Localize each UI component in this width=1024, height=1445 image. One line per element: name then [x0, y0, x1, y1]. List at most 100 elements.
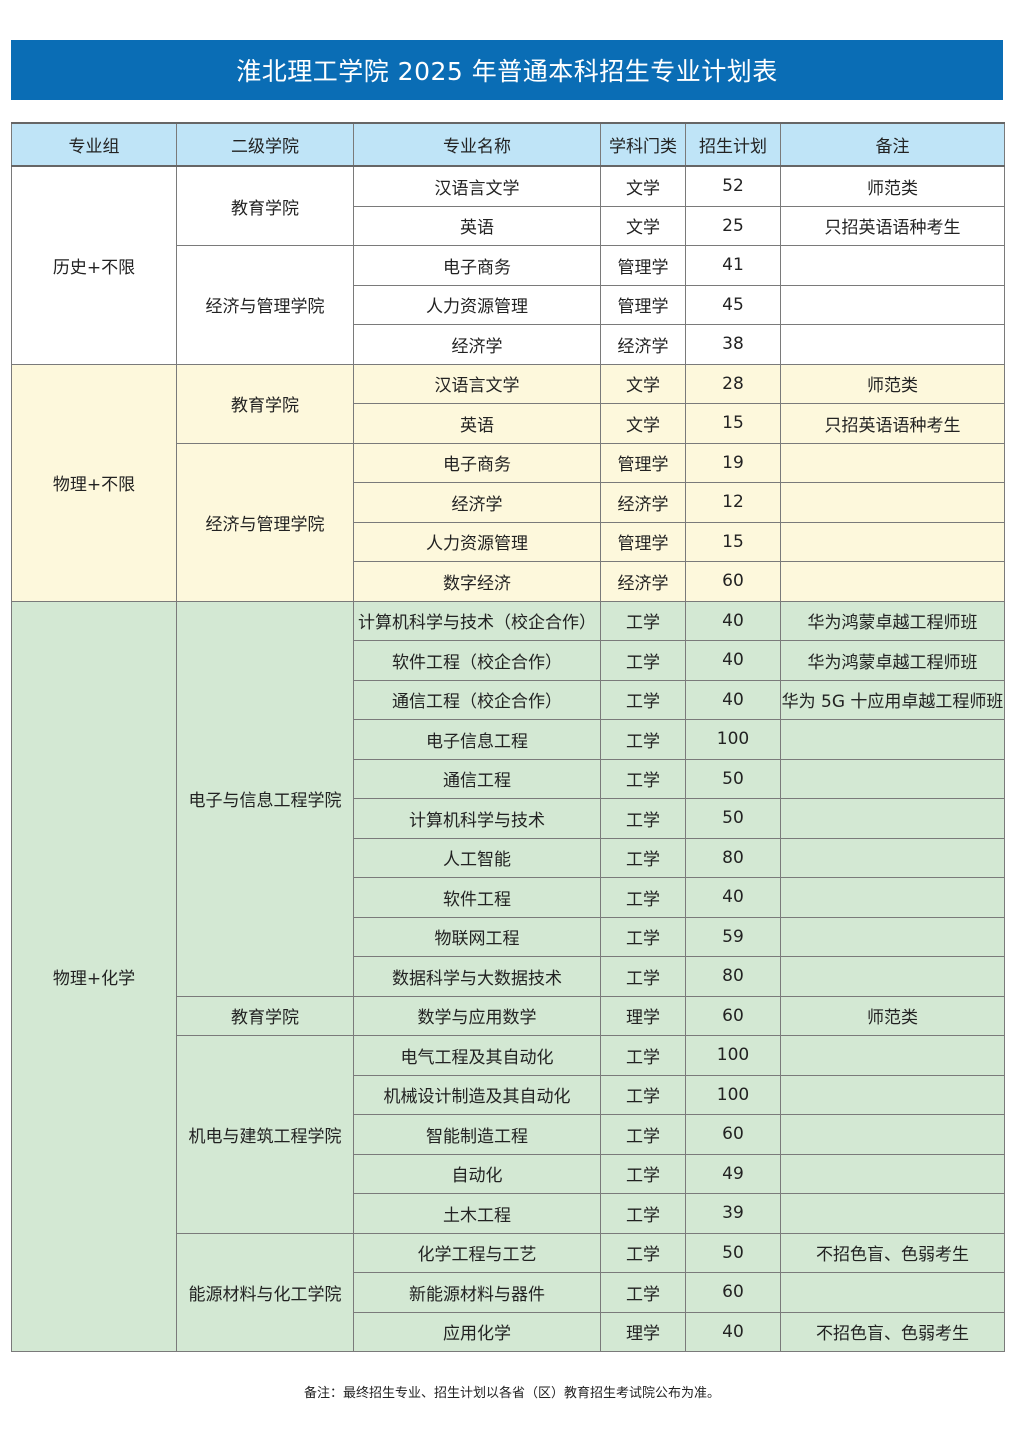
- subject-category: 文学: [600, 363, 686, 404]
- table-row: 物理+不限 教育学院 汉语言文学 文学 28 师范类: [11, 363, 1005, 602]
- college-cell: 能源材料与化工学院: [176, 1232, 354, 1352]
- major-name: 化学工程与工艺: [353, 1232, 601, 1273]
- header-major: 专业名称: [353, 122, 601, 167]
- enrollment-plan: 60: [685, 995, 781, 1036]
- major-name: 经济学: [353, 324, 601, 365]
- subject-category: 管理学: [600, 442, 686, 483]
- header-category: 学科门类: [600, 122, 686, 167]
- table-row: 人力资源管理 管理学 15: [11, 521, 1005, 562]
- major-name: 人力资源管理: [353, 521, 601, 562]
- enrollment-plan: 40: [685, 679, 781, 720]
- subject-category: 工学: [600, 719, 686, 760]
- subject-category: 工学: [600, 1114, 686, 1155]
- major-name: 新能源材料与器件: [353, 1272, 601, 1313]
- enrollment-plan: 40: [685, 640, 781, 681]
- enrollment-plan: 100: [685, 1074, 781, 1115]
- table-row: 教育学院 数学与应用数学 理学 60 师范类: [11, 995, 1005, 1036]
- footnote: 备注：最终招生专业、招生计划以各省（区）教育招生考试院公布为准。: [303, 1386, 720, 1401]
- note: [780, 245, 1005, 286]
- major-name: 智能制造工程: [353, 1114, 601, 1155]
- enrollment-plan: 52: [685, 165, 781, 207]
- enrollment-plan: 15: [685, 521, 781, 562]
- note: [780, 877, 1005, 918]
- major-name: 人工智能: [353, 837, 601, 878]
- enrollment-plan: 45: [685, 284, 781, 325]
- subject-category: 文学: [600, 165, 686, 207]
- college-cell: 经济与管理学院: [176, 442, 354, 602]
- note: [780, 561, 1005, 602]
- enrollment-plan: 60: [685, 1272, 781, 1313]
- major-name: 电子信息工程: [353, 719, 601, 760]
- major-name: 数学与应用数学: [353, 995, 601, 1036]
- note: 华为 5G 十应用卓越工程师班: [780, 679, 1005, 720]
- major-name: 数字经济: [353, 561, 601, 602]
- enrollment-plan: 100: [685, 1035, 781, 1076]
- note: [780, 442, 1005, 483]
- enrollment-plan: 60: [685, 1114, 781, 1155]
- major-name: 土木工程: [353, 1193, 601, 1234]
- table-row: 能源材料与化工学院 化学工程与工艺 工学 50 不招色盲、色弱考生: [11, 1232, 1005, 1352]
- subject-category: 工学: [600, 1193, 686, 1234]
- subject-category: 工学: [600, 1272, 686, 1313]
- note: 只招英语语种考生: [780, 205, 1005, 246]
- table-header-row: 专业组 二级学院 专业名称 学科门类 招生计划 备注: [11, 122, 1005, 167]
- enrollment-plan: 40: [685, 877, 781, 918]
- enrollment-plan: 25: [685, 205, 781, 246]
- major-name: 英语: [353, 403, 601, 444]
- subject-category: 管理学: [600, 521, 686, 562]
- table-row: 经济与管理学院 电子商务 管理学 41: [11, 245, 1005, 365]
- note: [780, 1114, 1005, 1155]
- enrollment-plan-table: 专业组 二级学院 专业名称 学科门类 招生计划 备注 历史+不限 教育学院 汉语言文…: [11, 122, 1005, 1352]
- note: [780, 798, 1005, 839]
- subject-category: 经济学: [600, 561, 686, 602]
- group-cell: 物理+不限: [11, 363, 177, 602]
- group-cell: 物理+化学: [11, 600, 177, 1352]
- note: [780, 1193, 1005, 1234]
- college-cell: 教育学院: [176, 165, 354, 246]
- enrollment-plan: 49: [685, 1153, 781, 1194]
- header-group: 专业组: [11, 122, 177, 167]
- major-name: 应用化学: [353, 1311, 601, 1352]
- enrollment-plan: 41: [685, 245, 781, 286]
- subject-category: 工学: [600, 1153, 686, 1194]
- subject-category: 管理学: [600, 245, 686, 286]
- table-row: 英语 文学 25 只招英语语种考生: [11, 205, 1005, 246]
- subject-category: 文学: [600, 205, 686, 246]
- note: [780, 1272, 1005, 1313]
- table-row: 物联网工程 工学 59: [11, 916, 1005, 957]
- note: 华为鸿蒙卓越工程师班: [780, 600, 1005, 641]
- enrollment-plan: 38: [685, 324, 781, 365]
- note: 师范类: [780, 363, 1005, 404]
- college-cell: 教育学院: [176, 363, 354, 444]
- note: 华为鸿蒙卓越工程师班: [780, 640, 1005, 681]
- subject-category: 经济学: [600, 324, 686, 365]
- table-row: 经济与管理学院 电子商务 管理学 19: [11, 442, 1005, 602]
- subject-category: 工学: [600, 916, 686, 957]
- subject-category: 管理学: [600, 284, 686, 325]
- major-name: 汉语言文学: [353, 165, 601, 207]
- major-name: 软件工程（校企合作）: [353, 640, 601, 681]
- major-name: 经济学: [353, 482, 601, 523]
- subject-category: 工学: [600, 877, 686, 918]
- major-name: 数据科学与大数据技术: [353, 956, 601, 997]
- subject-category: 工学: [600, 837, 686, 878]
- note: 不招色盲、色弱考生: [780, 1311, 1005, 1352]
- major-name: 计算机科学与技术: [353, 798, 601, 839]
- note: [780, 916, 1005, 957]
- table-row: 自动化 工学 49: [11, 1153, 1005, 1194]
- major-name: 通信工程（校企合作）: [353, 679, 601, 720]
- note: 师范类: [780, 995, 1005, 1036]
- subject-category: 工学: [600, 1232, 686, 1273]
- subject-category: 工学: [600, 758, 686, 799]
- subject-category: 工学: [600, 1035, 686, 1076]
- subject-category: 理学: [600, 995, 686, 1036]
- group-cell: 历史+不限: [11, 165, 177, 365]
- major-name: 计算机科学与技术（校企合作）: [353, 600, 601, 641]
- major-name: 汉语言文学: [353, 363, 601, 404]
- table-row: 通信工程（校企合作） 工学 40 华为 5G 十应用卓越工程师班: [11, 679, 1005, 720]
- note: [780, 1074, 1005, 1115]
- note: [780, 956, 1005, 997]
- note: [780, 1035, 1005, 1076]
- note: [780, 1153, 1005, 1194]
- major-name: 通信工程: [353, 758, 601, 799]
